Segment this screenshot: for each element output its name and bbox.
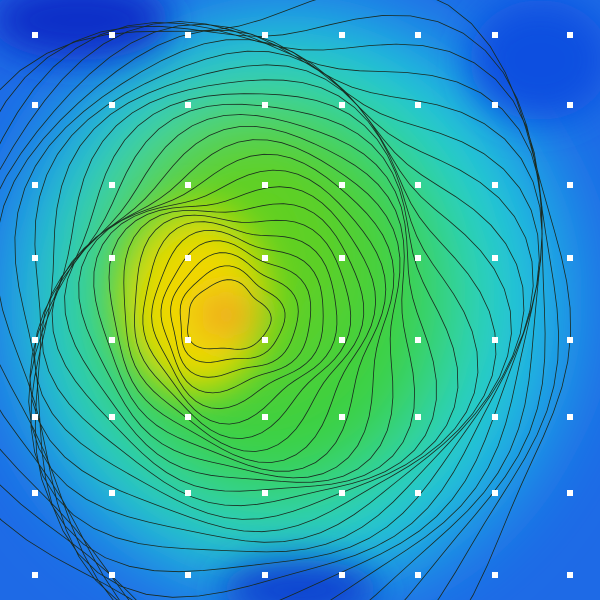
sample-point	[415, 255, 421, 261]
contour-line	[14, 39, 534, 598]
contour-line	[0, 21, 543, 600]
sample-point	[567, 337, 573, 343]
sample-point	[32, 255, 38, 261]
sample-point	[109, 182, 115, 188]
sample-points	[32, 32, 573, 578]
sample-point	[109, 32, 115, 38]
contour-line	[93, 169, 387, 472]
sample-point	[185, 182, 191, 188]
sample-point	[567, 572, 573, 578]
color-field	[0, 0, 580, 600]
sample-point	[567, 255, 573, 261]
contour-line	[78, 153, 395, 479]
sample-point	[262, 572, 268, 578]
sample-point	[262, 102, 268, 108]
sample-point	[185, 572, 191, 578]
sample-point	[567, 102, 573, 108]
contour-line	[0, 23, 543, 600]
sample-point	[339, 414, 345, 420]
contour-line	[0, 0, 572, 600]
sample-point	[109, 414, 115, 420]
contour-line	[41, 114, 437, 507]
sample-point	[185, 102, 191, 108]
sample-point	[567, 32, 573, 38]
sample-point	[32, 102, 38, 108]
sample-point	[567, 490, 573, 496]
sample-point	[415, 337, 421, 343]
sample-point	[185, 490, 191, 496]
contour-line	[29, 93, 479, 533]
contour-line	[0, 21, 546, 600]
sample-point	[492, 572, 498, 578]
contour-lines	[0, 0, 572, 600]
sample-point	[109, 490, 115, 496]
sample-point	[262, 337, 268, 343]
sample-point	[32, 32, 38, 38]
sample-point	[262, 32, 268, 38]
sample-point	[415, 32, 421, 38]
sample-point	[339, 182, 345, 188]
sample-point	[185, 255, 191, 261]
sample-point	[109, 102, 115, 108]
contour-line	[33, 103, 459, 520]
contour-line	[142, 221, 338, 425]
sample-point	[109, 572, 115, 578]
sample-point	[492, 182, 498, 188]
contour-line	[108, 186, 377, 463]
sample-point	[262, 182, 268, 188]
sample-point	[32, 337, 38, 343]
sample-point	[32, 490, 38, 496]
sample-point	[415, 572, 421, 578]
contour-line	[0, 15, 560, 600]
sample-point	[262, 414, 268, 420]
sample-point	[339, 572, 345, 578]
sample-point	[492, 32, 498, 38]
sample-point	[415, 490, 421, 496]
contour-line	[160, 240, 312, 394]
contour-line	[64, 139, 401, 483]
sample-point	[339, 255, 345, 261]
sample-point	[492, 490, 498, 496]
sample-point	[415, 414, 421, 420]
contour-line	[151, 229, 324, 410]
contour-line	[0, 29, 540, 600]
sample-point	[339, 490, 345, 496]
contour-line	[170, 252, 299, 378]
sample-point	[185, 414, 191, 420]
sample-point	[32, 182, 38, 188]
contour-line	[179, 265, 286, 363]
contour-line	[134, 214, 352, 440]
sample-point	[32, 414, 38, 420]
sample-point	[262, 490, 268, 496]
sample-point	[492, 337, 498, 343]
sample-point	[415, 182, 421, 188]
sample-point	[492, 255, 498, 261]
sample-point	[262, 255, 268, 261]
sample-point	[339, 32, 345, 38]
contour-line	[51, 125, 416, 492]
contour-line	[34, 50, 525, 573]
sample-point	[339, 337, 345, 343]
contour-line	[187, 279, 272, 350]
sample-point	[339, 102, 345, 108]
sample-point	[567, 414, 573, 420]
sample-point	[492, 414, 498, 420]
sample-point	[185, 32, 191, 38]
contour-line	[28, 79, 497, 543]
sample-point	[32, 572, 38, 578]
sample-point	[109, 337, 115, 343]
sample-point	[415, 102, 421, 108]
contour-line	[123, 203, 365, 452]
sample-point	[185, 337, 191, 343]
sample-point	[109, 255, 115, 261]
sample-point	[567, 182, 573, 188]
sample-point	[492, 102, 498, 108]
